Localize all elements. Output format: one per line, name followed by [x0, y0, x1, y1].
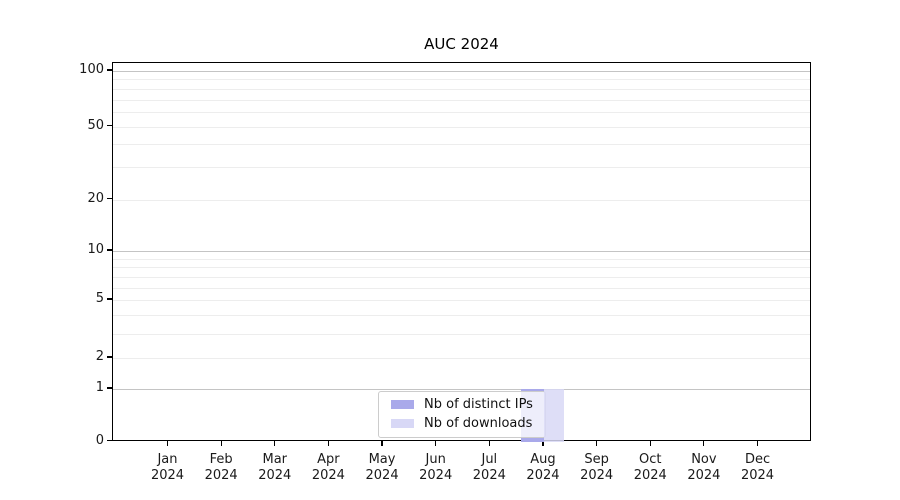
legend-label-downloads: Nb of downloads: [424, 416, 533, 431]
x-tick-label: May 2024: [350, 452, 414, 484]
minor-gridline: [113, 276, 810, 278]
x-tick-year: 2024: [580, 468, 614, 483]
y-tick-mark: [107, 439, 112, 442]
y-tick-label: 50: [87, 117, 104, 133]
x-tick-label: Dec 2024: [726, 452, 790, 484]
decade-gridline: [113, 70, 810, 72]
y-tick-mark: [107, 249, 112, 251]
minor-gridline: [113, 99, 810, 101]
x-tick-year: 2024: [365, 468, 399, 483]
x-tick-month: Oct: [639, 452, 662, 467]
x-tick-label: Aug 2024: [511, 452, 575, 484]
x-tick-month: Jun: [425, 452, 446, 467]
x-tick-mark: [166, 441, 169, 446]
x-tick-month: Feb: [209, 452, 233, 467]
x-tick-mark: [649, 441, 651, 446]
x-tick-mark: [381, 441, 383, 446]
x-tick-mark: [220, 441, 222, 446]
downloads-swatch: [391, 418, 414, 429]
plot-area: Nb of distinct IPs Nb of downloads: [112, 62, 811, 442]
x-tick-label: Oct 2024: [618, 452, 682, 484]
major-gridline: [113, 199, 810, 201]
minor-gridline: [113, 88, 810, 90]
y-tick-label: 20: [87, 190, 104, 206]
minor-gridline: [113, 267, 810, 269]
x-tick-year: 2024: [526, 468, 560, 483]
y-tick-mark: [107, 356, 112, 358]
major-gridline: [113, 300, 810, 301]
x-tick-month: Apr: [317, 452, 340, 467]
x-tick-mark: [703, 441, 705, 446]
x-tick-label: Nov 2024: [672, 452, 736, 484]
x-tick-label: Jan 2024: [136, 452, 200, 484]
y-tick-mark: [107, 69, 112, 71]
bars-downloads: [113, 63, 810, 442]
x-tick-year: 2024: [472, 468, 506, 483]
decade-gridline: [113, 388, 810, 390]
minor-gridline: [113, 111, 810, 113]
x-tick-year: 2024: [419, 468, 453, 483]
x-tick-year: 2024: [740, 468, 775, 483]
x-tick-label: Jun 2024: [404, 452, 468, 484]
x-tick-label: Feb 2024: [189, 452, 253, 484]
x-tick-month: Mar: [262, 452, 288, 467]
minor-gridline: [113, 79, 810, 81]
x-tick-year: 2024: [150, 468, 185, 483]
x-tick-label: Apr 2024: [296, 452, 360, 484]
x-tick-mark: [542, 441, 544, 446]
major-gridline: [113, 358, 810, 359]
y-tick-label: 100: [79, 62, 104, 77]
x-tick-year: 2024: [311, 468, 345, 483]
x-tick-month: Dec: [744, 452, 771, 467]
major-gridline: [113, 126, 810, 128]
minor-gridline: [113, 144, 810, 146]
x-tick-month: Aug: [530, 452, 556, 467]
x-tick-month: Jul: [481, 452, 498, 467]
y-tick-mark: [107, 124, 112, 127]
y-tick-mark: [107, 298, 112, 300]
y-tick-label: 2: [95, 349, 104, 364]
y-tick-mark: [107, 197, 112, 200]
y-tick-mark: [107, 387, 112, 389]
x-tick-mark: [596, 441, 598, 446]
x-tick-month: Nov: [691, 452, 717, 467]
y-tick-label: 1: [95, 380, 104, 395]
x-tick-year: 2024: [258, 468, 292, 483]
x-tick-month: May: [368, 452, 396, 467]
minor-gridline: [113, 167, 810, 169]
x-tick-mark: [756, 441, 759, 446]
minor-gridline: [113, 258, 810, 260]
x-tick-label: Sep 2024: [565, 452, 629, 484]
x-tick-mark: [435, 441, 437, 446]
x-tick-year: 2024: [204, 468, 238, 483]
x-tick-label: Jul 2024: [457, 452, 521, 484]
minor-gridline: [113, 287, 810, 289]
legend: Nb of distinct IPs Nb of downloads: [378, 391, 546, 438]
legend-item-distinct-ips: Nb of distinct IPs: [391, 395, 533, 414]
minor-gridline: [113, 333, 810, 335]
y-tick-label: 10: [87, 242, 104, 257]
y-tick-label: 0: [95, 432, 104, 448]
decade-gridline: [113, 250, 810, 252]
x-tick-mark: [274, 441, 276, 446]
distinct-ips-swatch: [391, 399, 414, 410]
x-tick-year: 2024: [687, 468, 721, 483]
x-tick-label: Mar 2024: [243, 452, 307, 484]
x-tick-mark: [327, 441, 329, 446]
x-tick-mark: [488, 441, 490, 446]
legend-label-distinct-ips: Nb of distinct IPs: [424, 397, 533, 412]
chart-title: AUC 2024: [424, 35, 499, 53]
x-tick-year: 2024: [633, 468, 667, 483]
x-tick-month: Jan: [157, 452, 178, 467]
x-tick-month: Sep: [584, 452, 609, 467]
legend-item-downloads: Nb of downloads: [391, 414, 532, 433]
y-tick-label: 5: [95, 291, 104, 306]
bar-downloads: [543, 389, 564, 442]
minor-gridline: [113, 315, 810, 317]
